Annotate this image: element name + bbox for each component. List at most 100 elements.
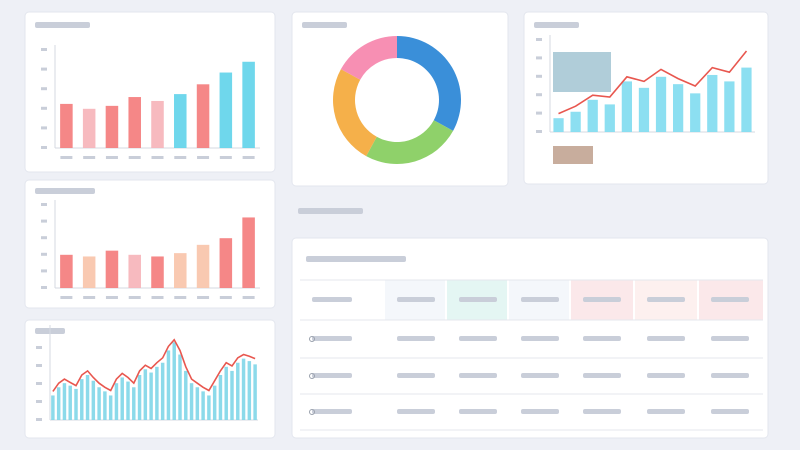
x-label-placeholder xyxy=(151,156,164,159)
x-label-placeholder xyxy=(83,296,96,299)
cell-placeholder xyxy=(647,336,685,341)
bar xyxy=(241,358,246,420)
bar xyxy=(149,372,153,420)
bar xyxy=(151,100,164,148)
bar xyxy=(62,383,67,420)
bar xyxy=(655,76,667,132)
x-label-placeholder xyxy=(151,296,164,299)
row-icon xyxy=(309,409,315,415)
bar xyxy=(60,254,73,288)
bar xyxy=(207,395,211,420)
bar xyxy=(74,388,78,420)
x-label-placeholder xyxy=(128,296,141,299)
cell-placeholder xyxy=(312,409,352,414)
bar xyxy=(189,383,194,420)
cell-placeholder xyxy=(459,297,497,302)
tick-placeholder xyxy=(41,48,47,51)
title-placeholder xyxy=(35,22,90,28)
x-label-placeholder xyxy=(219,156,232,159)
bar xyxy=(51,395,55,420)
bar xyxy=(553,118,564,132)
bar xyxy=(68,385,72,420)
bar xyxy=(196,84,210,148)
donut-segment xyxy=(340,36,397,80)
title-placeholder xyxy=(298,208,363,214)
tick-placeholder xyxy=(536,93,542,97)
x-label-placeholder xyxy=(242,296,255,299)
cell-placeholder xyxy=(711,336,749,341)
x-label-placeholder xyxy=(219,296,232,299)
bar xyxy=(91,380,96,420)
bar xyxy=(172,342,176,420)
tick-placeholder xyxy=(41,203,47,206)
tick-placeholder xyxy=(41,219,47,223)
cell-placeholder xyxy=(711,409,749,414)
tick-placeholder xyxy=(41,286,47,289)
x-label-placeholder xyxy=(105,156,118,159)
bar xyxy=(707,74,718,132)
cell-placeholder xyxy=(312,336,352,341)
cell-placeholder xyxy=(521,373,559,378)
bar xyxy=(218,375,223,420)
x-label-placeholder xyxy=(174,156,187,159)
x-label-placeholder xyxy=(60,296,73,299)
bar xyxy=(80,379,84,420)
donut-segment xyxy=(366,120,454,164)
cell-placeholder xyxy=(711,373,749,378)
bar xyxy=(103,391,107,420)
bar xyxy=(604,104,615,132)
bar xyxy=(82,108,96,148)
x-label-placeholder xyxy=(60,156,73,159)
line xyxy=(558,50,748,115)
cell-placeholder xyxy=(583,373,621,378)
x-label-placeholder xyxy=(83,156,96,159)
tick-placeholder xyxy=(36,328,42,331)
cell-placeholder xyxy=(647,297,685,302)
title-placeholder xyxy=(306,256,406,262)
bar xyxy=(242,61,255,149)
cell-placeholder xyxy=(647,373,685,378)
bar xyxy=(201,391,205,420)
tick-placeholder xyxy=(536,130,542,133)
cell-placeholder xyxy=(583,409,621,414)
bar xyxy=(128,97,141,148)
panel xyxy=(24,179,276,309)
tick-placeholder xyxy=(41,87,47,91)
bar xyxy=(724,81,735,132)
bar xyxy=(196,244,210,288)
cell-placeholder xyxy=(459,409,497,414)
bar xyxy=(105,250,119,288)
bar xyxy=(621,81,632,132)
donut-segment xyxy=(333,69,377,157)
bar xyxy=(219,72,233,148)
bar xyxy=(570,111,581,132)
x-label-placeholder xyxy=(197,296,210,299)
bar xyxy=(128,254,141,288)
bar xyxy=(242,217,255,288)
bar xyxy=(247,361,252,420)
bar xyxy=(114,383,119,420)
cell-placeholder xyxy=(459,336,497,341)
bar xyxy=(160,362,165,420)
x-label-placeholder xyxy=(105,296,118,299)
bar xyxy=(174,253,187,288)
x-label-placeholder xyxy=(197,156,210,159)
tick-placeholder xyxy=(36,400,42,403)
line xyxy=(52,338,256,392)
bar xyxy=(82,256,96,288)
tick-placeholder xyxy=(41,126,47,130)
bar xyxy=(132,387,136,420)
cell-placeholder xyxy=(397,409,435,414)
bar xyxy=(174,94,187,148)
bar xyxy=(741,67,752,132)
row-icon xyxy=(309,336,315,342)
bar xyxy=(178,354,182,420)
bar xyxy=(60,103,73,148)
tick-placeholder xyxy=(36,418,42,421)
cell-placeholder xyxy=(521,336,559,341)
tick-placeholder xyxy=(41,146,47,149)
cell-placeholder xyxy=(459,373,497,378)
bar xyxy=(184,370,188,420)
bar xyxy=(105,105,119,148)
